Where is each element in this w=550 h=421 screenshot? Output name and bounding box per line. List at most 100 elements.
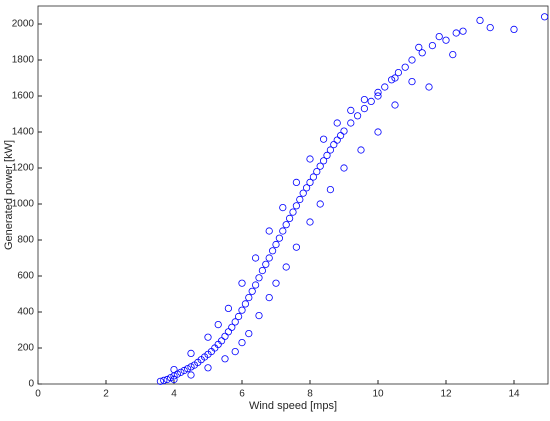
point — [302, 184, 311, 192]
point — [326, 146, 334, 154]
y-tick-label: 1600 — [12, 91, 35, 102]
point — [452, 29, 460, 37]
point — [184, 365, 192, 373]
x-axis-label: Wind speed [mps] — [249, 400, 337, 412]
point — [224, 328, 232, 336]
point — [204, 364, 212, 372]
point — [272, 279, 280, 287]
point — [408, 56, 416, 64]
point — [347, 119, 355, 127]
point — [435, 32, 443, 41]
point — [306, 178, 314, 186]
point — [163, 375, 171, 384]
point — [156, 377, 164, 385]
plot-area — [37, 5, 549, 385]
point — [187, 363, 195, 371]
point — [316, 200, 324, 208]
point — [238, 338, 246, 347]
point — [241, 300, 249, 308]
point — [228, 323, 236, 331]
point — [268, 247, 277, 255]
point — [381, 83, 389, 91]
point — [459, 27, 467, 35]
point — [292, 178, 300, 186]
point — [391, 74, 399, 82]
point — [224, 304, 232, 312]
point — [387, 76, 396, 84]
point — [319, 135, 328, 143]
point — [309, 173, 317, 181]
point — [252, 254, 260, 262]
point — [330, 141, 338, 149]
x-tick-label: 8 — [307, 389, 313, 400]
y-tick-label: 1000 — [12, 199, 35, 210]
point — [289, 208, 297, 216]
point — [170, 365, 178, 374]
point — [238, 279, 246, 287]
point — [265, 227, 273, 235]
point — [486, 23, 494, 32]
point — [252, 281, 260, 289]
point — [279, 204, 287, 212]
point — [279, 227, 287, 235]
point — [255, 274, 263, 282]
point — [418, 49, 426, 57]
y-tick-label: 800 — [17, 235, 34, 246]
x-tick-label: 6 — [239, 389, 245, 400]
point — [476, 16, 484, 24]
point — [299, 189, 307, 197]
point — [173, 370, 181, 378]
x-tick-label: 12 — [440, 389, 452, 400]
y-tick-label: 1400 — [12, 127, 35, 138]
point — [374, 88, 382, 97]
point — [292, 202, 300, 210]
point — [180, 366, 188, 375]
point — [282, 263, 290, 271]
point — [187, 371, 195, 379]
point — [374, 92, 382, 100]
point — [374, 128, 382, 136]
point — [265, 254, 273, 262]
point — [510, 25, 518, 33]
y-tick-label: 1200 — [12, 163, 35, 174]
point — [235, 312, 243, 321]
point — [248, 287, 256, 295]
point — [360, 105, 368, 113]
point — [323, 151, 331, 159]
point — [326, 186, 334, 194]
point — [313, 168, 321, 176]
y-axis-label: Generated power [kW] — [3, 140, 15, 250]
y-tick-label: 600 — [17, 271, 34, 282]
point — [340, 164, 348, 172]
x-tick-label: 0 — [35, 389, 41, 400]
point — [340, 127, 348, 135]
point — [336, 132, 345, 140]
point — [187, 349, 195, 357]
point — [245, 293, 253, 302]
point — [275, 234, 283, 242]
point — [296, 195, 304, 204]
point — [415, 43, 423, 52]
y-tick-label: 400 — [17, 307, 34, 318]
point — [238, 306, 246, 314]
point — [272, 240, 280, 249]
point — [316, 162, 324, 170]
point — [285, 214, 294, 222]
point — [319, 157, 328, 165]
point — [353, 112, 362, 120]
point — [258, 266, 266, 275]
point — [167, 374, 175, 382]
point — [391, 101, 399, 109]
point — [255, 311, 263, 320]
point — [408, 78, 416, 86]
point — [214, 320, 222, 329]
point — [367, 97, 375, 106]
x-tick-label: 2 — [103, 389, 109, 400]
point — [262, 260, 270, 268]
point — [306, 218, 314, 226]
point — [221, 355, 229, 363]
point — [170, 375, 178, 384]
point — [442, 36, 450, 44]
y-tick-label: 0 — [28, 379, 34, 390]
